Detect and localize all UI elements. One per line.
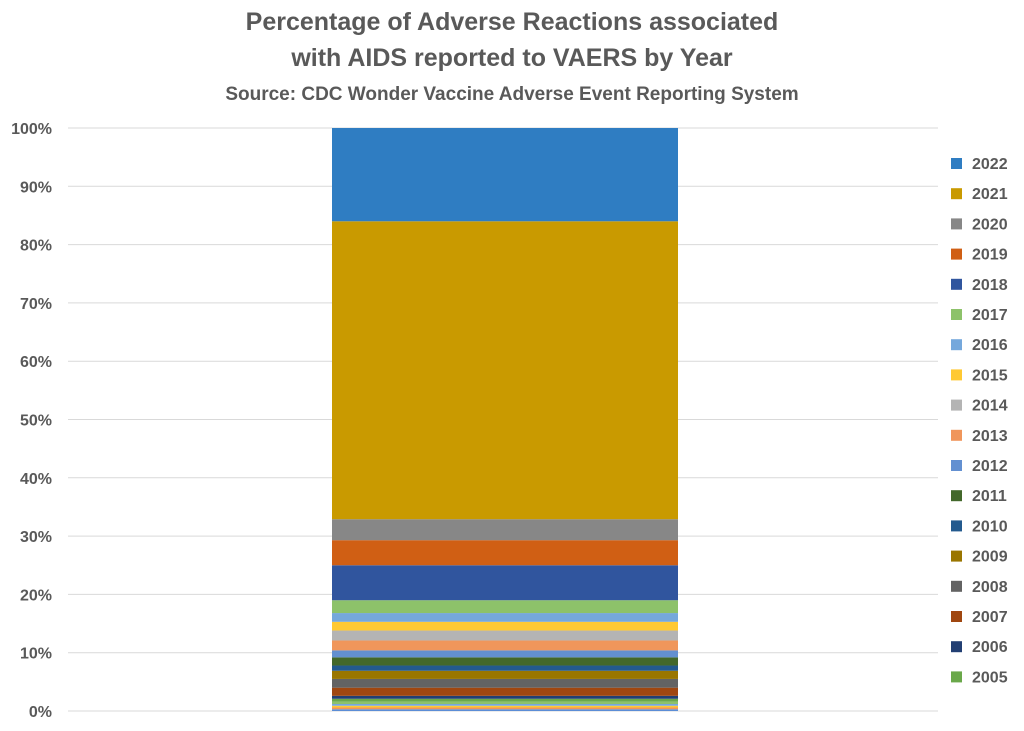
legend-label-2007: 2007 [972,609,1008,626]
legend-label-2022: 2022 [972,156,1008,173]
legend-swatch-2010 [951,520,962,532]
legend-label-2009: 2009 [972,549,1008,566]
legend-label-2014: 2014 [972,398,1008,415]
bar-segment-2016 [332,613,678,622]
legend-label-2010: 2010 [972,518,1008,535]
legend-label-2006: 2006 [972,639,1008,656]
bar-segment-earlier [332,705,678,708]
bar-segment-2013 [332,640,678,651]
bar-segment-earlier [332,704,678,706]
legend-label-2015: 2015 [972,367,1008,384]
y-tick-label: 50% [20,413,52,430]
bar-segment-2015 [332,621,678,631]
legend-label-2019: 2019 [972,247,1008,264]
legend-swatch-2006 [951,641,962,653]
legend-label-2016: 2016 [972,337,1008,354]
y-tick-label: 10% [20,646,52,663]
legend-label-2013: 2013 [972,428,1008,445]
y-tick-label: 0% [29,704,52,721]
bar-segment-2017 [332,600,678,614]
bar-segment-earlier [332,709,678,711]
chart-subtitle: Source: CDC Wonder Vaccine Adverse Event… [225,84,799,105]
bar-segment-2021 [332,221,678,520]
bar-segment-earlier [332,707,678,710]
legend-swatch-2020 [951,218,962,230]
legend-label-2017: 2017 [972,307,1008,324]
bar-segment-2008 [332,678,678,688]
legend-label-2005: 2005 [972,669,1008,686]
y-tick-label: 90% [20,179,52,196]
bar-segment-2022 [332,128,678,222]
y-tick-label: 80% [20,238,52,255]
bar-segment-2014 [332,630,678,641]
bar-segment-2011 [332,657,678,666]
bar-segment-2012 [332,650,678,658]
bar-segment-earlier [332,701,678,705]
legend-label-2018: 2018 [972,277,1008,294]
bar-segment-2007 [332,687,678,696]
legend-label-2020: 2020 [972,216,1008,233]
chart-title-line2: with AIDS reported to VAERS by Year [291,44,733,72]
legend-swatch-2019 [951,248,962,260]
legend-swatch-2021 [951,188,962,200]
legend-swatch-2022 [951,158,962,169]
chart-title-line1: Percentage of Adverse Reactions associat… [245,8,779,36]
bar-segment-2018 [332,565,678,601]
legend-swatch-2015 [951,369,962,381]
legend-label-2011: 2011 [972,488,1007,505]
legend-swatch-2011 [951,490,962,502]
legend-swatch-2009 [951,550,962,562]
legend-swatch-2008 [951,580,962,592]
bar-segment-2006 [332,695,678,699]
bar-segment-2019 [332,540,678,566]
legend-label-2021: 2021 [972,186,1008,203]
legend-swatch-2016 [951,339,962,351]
legend-label-2012: 2012 [972,458,1008,475]
bar-segment-2005 [332,698,678,702]
legend-swatch-2012 [951,460,962,471]
y-tick-label: 40% [20,471,52,488]
y-tick-label: 70% [20,296,52,313]
y-tick-label: 20% [20,587,52,604]
legend-swatch-2013 [951,429,962,441]
legend-swatch-2014 [951,399,962,411]
legend-swatch-2017 [951,309,962,320]
legend-swatch-2005 [951,671,962,683]
legend-label-2008: 2008 [972,579,1008,596]
y-tick-label: 60% [20,354,52,371]
legend-swatch-2007 [951,611,962,622]
bar-segment-2020 [332,519,678,541]
bar-segment-2009 [332,670,678,679]
legend-swatch-2018 [951,278,962,290]
bar-segment-2010 [332,665,678,671]
y-tick-label: 30% [20,529,52,546]
y-tick-label: 100% [11,121,52,138]
